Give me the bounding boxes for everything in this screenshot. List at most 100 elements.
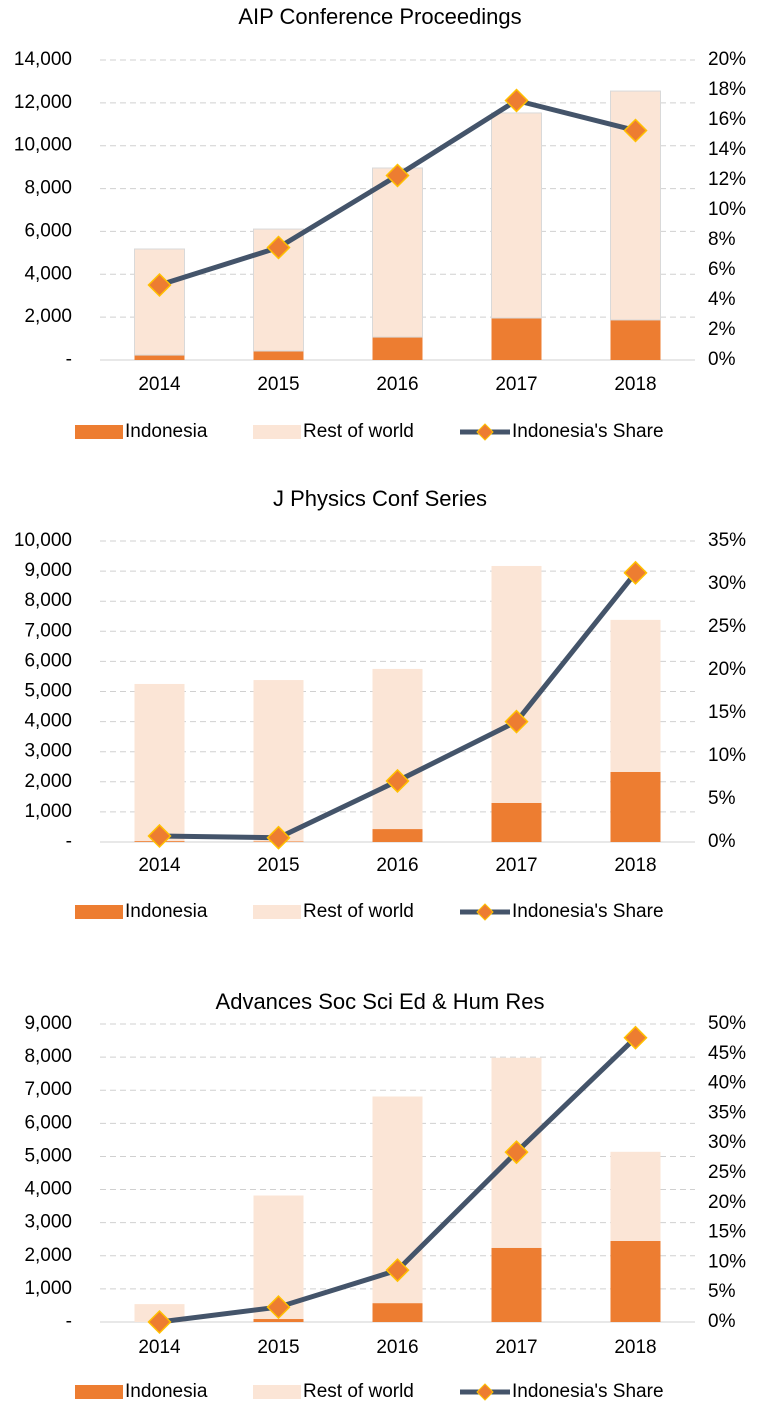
share-marker: [147, 823, 172, 849]
share-marker: [623, 1025, 648, 1050]
y-tick-label: 2,000: [24, 1245, 72, 1266]
legend-swatch: [253, 1385, 301, 1399]
y-tick-label: 8,000: [24, 590, 72, 611]
y2-tick-label: 6%: [708, 259, 736, 280]
x-tick-label: 2015: [257, 855, 299, 876]
y-tick-label: 2,000: [24, 771, 72, 792]
bar-segment: [610, 319, 661, 360]
y-tick-label: 9,000: [24, 1013, 72, 1034]
y-tick-label: 1,000: [24, 1278, 72, 1299]
y2-tick-label: 40%: [708, 1073, 746, 1094]
share-marker: [504, 1140, 529, 1165]
y2-tick-label: 50%: [708, 1013, 746, 1034]
y2-tick-label: 5%: [708, 1281, 736, 1302]
y-tick-label: 7,000: [24, 620, 72, 641]
share-marker: [504, 709, 529, 734]
y2-tick-label: 35%: [708, 530, 746, 551]
y2-tick-label: 10%: [708, 1251, 746, 1272]
y2-tick-label: 45%: [708, 1043, 746, 1064]
y2-tick-label: 0%: [708, 1311, 736, 1332]
y-tick-label: 2,000: [24, 306, 72, 327]
y-tick-label: -: [66, 349, 72, 370]
y-tick-label: 6,000: [24, 1112, 72, 1133]
x-tick-label: 2016: [376, 855, 418, 876]
chart-title: J Physics Conf Series: [273, 486, 487, 511]
share-marker: [504, 88, 529, 113]
y2-tick-label: 14%: [708, 139, 746, 160]
y-tick-label: 1,000: [24, 801, 72, 822]
legend-label: Rest of world: [303, 421, 414, 442]
bar-segment: [491, 565, 542, 803]
y2-tick-label: 5%: [708, 788, 736, 809]
bar-segment: [253, 351, 304, 360]
legend-label: Rest of world: [303, 901, 414, 922]
y-tick-label: -: [66, 831, 72, 852]
y-tick-label: 4,000: [24, 1179, 72, 1200]
y2-tick-label: 35%: [708, 1102, 746, 1123]
y2-tick-label: 10%: [708, 199, 746, 220]
share-marker: [623, 560, 648, 585]
bar-segment: [253, 680, 304, 842]
bar-segment: [491, 318, 542, 360]
legend-label: Indonesia: [125, 1381, 208, 1402]
legend-label: Indonesia's Share: [512, 901, 664, 922]
y2-tick-label: 20%: [708, 659, 746, 680]
y-tick-label: 4,000: [24, 263, 72, 284]
chart-title: AIP Conference Proceedings: [238, 4, 521, 29]
y-tick-label: 5,000: [24, 681, 72, 702]
legend-label: Indonesia: [125, 901, 208, 922]
chart-title: Advances Soc Sci Ed & Hum Res: [216, 989, 545, 1014]
y2-tick-label: 10%: [708, 745, 746, 766]
bar-segment: [610, 771, 661, 842]
share-marker: [385, 1258, 410, 1283]
x-tick-label: 2017: [495, 1337, 537, 1358]
y-tick-label: 14,000: [14, 49, 72, 70]
bar-segment: [372, 337, 423, 360]
bar-segment: [372, 1303, 423, 1322]
legend-swatch: [75, 905, 123, 919]
y2-tick-label: 15%: [708, 702, 746, 723]
y2-tick-label: 18%: [708, 79, 746, 100]
bar-segment: [491, 802, 542, 842]
x-tick-label: 2017: [495, 374, 537, 395]
share-marker: [623, 118, 648, 143]
y-tick-label: 5,000: [24, 1145, 72, 1166]
legend-marker: [476, 903, 494, 921]
bar-segment: [372, 668, 423, 830]
y-tick-label: 6,000: [24, 650, 72, 671]
share-marker: [266, 1295, 291, 1320]
bar-segment: [134, 355, 185, 360]
y2-tick-label: 30%: [708, 1132, 746, 1153]
y-tick-label: 8,000: [24, 1046, 72, 1067]
y2-tick-label: 4%: [708, 289, 736, 310]
x-tick-label: 2017: [495, 855, 537, 876]
y2-tick-label: 30%: [708, 573, 746, 594]
share-marker: [266, 235, 291, 260]
legend-label: Rest of world: [303, 1381, 414, 1402]
legend-label: Indonesia: [125, 421, 208, 442]
y2-tick-label: 12%: [708, 169, 746, 190]
legend-swatch: [253, 425, 301, 439]
share-marker: [147, 1309, 172, 1335]
bar-segment: [491, 1247, 542, 1322]
x-tick-label: 2014: [138, 374, 181, 395]
share-marker: [385, 163, 410, 188]
legend-swatch: [253, 905, 301, 919]
legend-swatch: [75, 425, 123, 439]
x-tick-label: 2015: [257, 374, 299, 395]
legend-marker: [476, 1383, 494, 1401]
y2-tick-label: 25%: [708, 616, 746, 637]
y-tick-label: -: [66, 1311, 72, 1332]
x-tick-label: 2014: [138, 855, 181, 876]
bar-segment: [610, 619, 661, 772]
y2-tick-label: 15%: [708, 1222, 746, 1243]
bar-segment: [372, 167, 423, 338]
x-tick-label: 2018: [614, 855, 656, 876]
share-marker: [385, 768, 410, 794]
bar-segment: [610, 1240, 661, 1322]
y2-tick-label: 2%: [708, 319, 736, 340]
share-marker: [266, 825, 291, 850]
y-tick-label: 6,000: [24, 220, 72, 241]
share-marker: [147, 272, 172, 298]
